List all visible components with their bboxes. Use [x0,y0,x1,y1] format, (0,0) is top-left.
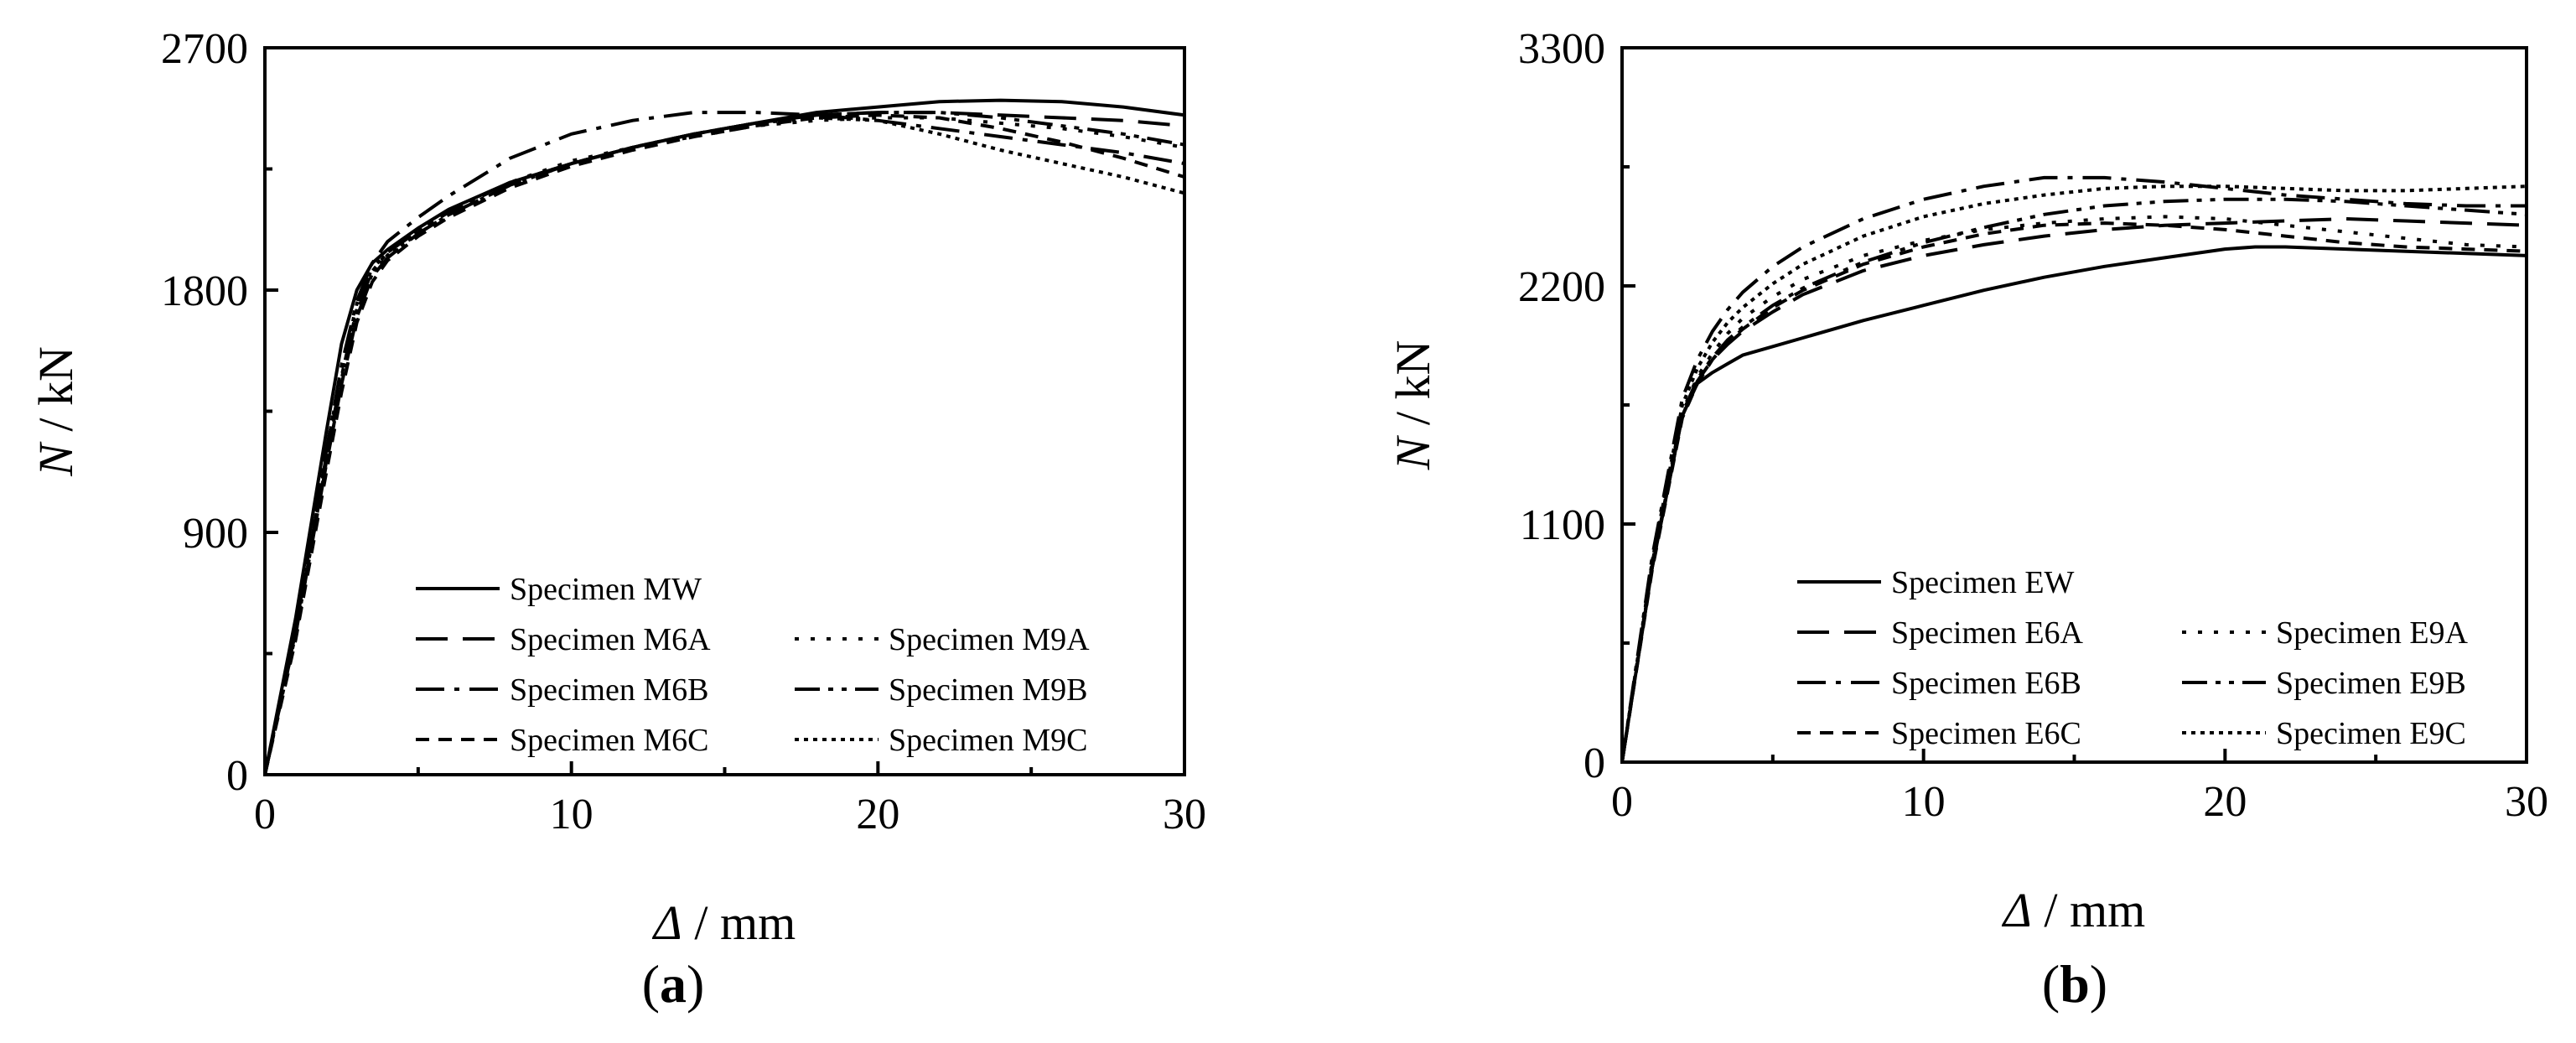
legend-label-e6c: Specimen E6C [1891,716,2081,751]
y-tick-label: 900 [183,510,248,558]
legend: Specimen EW Specimen E6A Specimen E9A Speci… [1797,565,2469,751]
series-line-e9a [1622,215,2527,762]
panel-caption: (b) [2042,954,2107,1014]
y-tick-label: 0 [1583,739,1605,787]
x-tick-label: 20 [2203,778,2247,826]
series-line-m9b [265,111,1184,775]
panel-caption: (a) [642,954,705,1014]
y-axis-label: N / kN [1386,340,1440,471]
legend-label-e9b: Specimen E9B [2276,666,2466,701]
legend-label-m9c: Specimen M9C [889,723,1087,758]
legend-label-e6b: Specimen E6B [1891,666,2081,701]
x-tick-label: 0 [254,791,276,838]
x-tick-label: 10 [550,791,593,838]
y-tick-label: 2200 [1518,263,1605,311]
legend-label-m6c: Specimen M6C [510,723,708,758]
x-tick-label: 20 [856,791,899,838]
legend: Specimen MW Specimen M6A Specimen M9A Speci… [416,572,1090,758]
y-axis-label: N / kN [29,346,83,477]
x-axis-label: Δ / mm [2002,883,2145,937]
y-tick-label: 0 [226,752,248,800]
y-tick-label: 1100 [1520,501,1605,549]
series-line-m6b [265,111,1184,775]
y-tick-label: 1800 [161,267,248,315]
legend-label-mw: Specimen MW [510,572,702,607]
series-line-m9c [265,116,1184,775]
x-tick-label: 30 [2505,778,2548,826]
series-line-e6c [1622,221,2527,762]
series-group [265,98,1184,775]
y-tick-label: 3300 [1518,25,1605,73]
series-line-ew [1622,245,2527,762]
chart-panel-a: 0 10 20 30 0 900 1800 2700 N / kN Δ / mm Specimen … [29,25,1206,1014]
chart-panel-b: 0 10 20 30 0 1100 2200 3300 N / kN Δ / mm Specimen… [1386,25,2548,1014]
legend-label-m9a: Specimen M9A [889,622,1090,657]
legend-label-m9b: Specimen M9B [889,672,1087,708]
legend-label-e6a: Specimen E6A [1891,615,2084,651]
x-tick-label: 30 [1163,791,1206,838]
series-group [1622,175,2527,762]
legend-label-m6b: Specimen M6B [510,672,708,708]
legend-label-e9a: Specimen E9A [2276,615,2469,651]
series-line-m6a [265,111,1184,775]
series-line-e9b [1622,197,2527,762]
plot-frame [1620,46,2528,764]
legend-label-ew: Specimen EW [1891,565,2075,600]
series-line-m6c [265,113,1184,775]
legend-label-e9c: Specimen E9C [2276,716,2466,751]
y-tick-label: 2700 [161,25,248,73]
legend-label-m6a: Specimen M6A [510,622,711,657]
x-tick-label: 10 [1902,778,1946,826]
plot-frame [263,46,1186,776]
x-tick-label: 0 [1611,778,1633,826]
x-axis-label: Δ / mm [652,895,796,950]
